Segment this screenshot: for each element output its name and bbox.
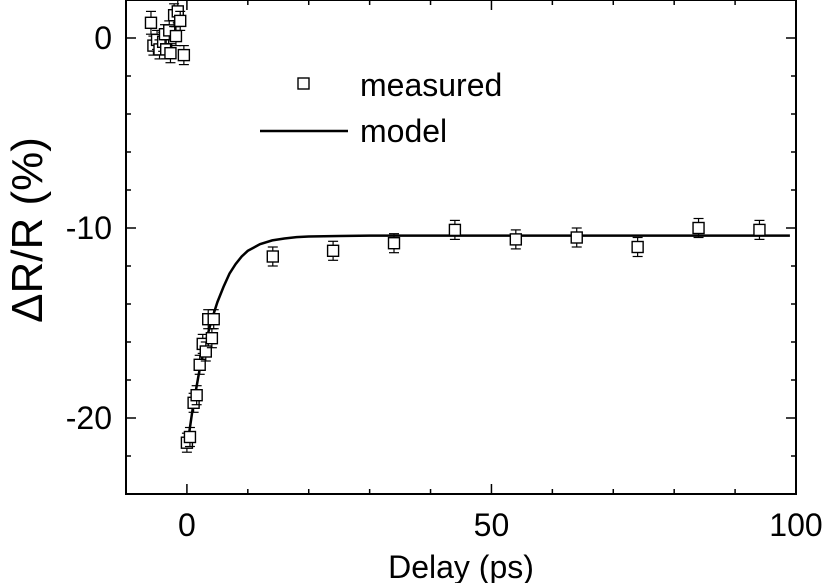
marker-square xyxy=(183,430,197,444)
legend-marker-measured xyxy=(297,77,310,90)
data-point xyxy=(177,44,191,66)
data-point xyxy=(205,328,219,349)
data-point xyxy=(692,217,705,239)
marker-square xyxy=(193,358,206,371)
data-point xyxy=(183,426,197,448)
data-point xyxy=(448,219,462,240)
x-tick-label: 0 xyxy=(178,507,196,543)
axis-ticks xyxy=(125,0,797,495)
marker-square xyxy=(692,221,705,235)
x-tick-label: 100 xyxy=(769,507,822,543)
x-axis-title: Delay (ps) xyxy=(388,549,534,583)
marker-square xyxy=(326,244,340,258)
x-tick-label: 50 xyxy=(474,507,510,543)
marker-square xyxy=(387,236,401,250)
data-point xyxy=(190,385,203,406)
marker-square xyxy=(509,233,523,246)
marker-square xyxy=(199,345,212,358)
model-line xyxy=(185,234,790,449)
marker-square xyxy=(190,389,203,402)
data-point xyxy=(207,309,220,330)
marker-square xyxy=(631,240,644,254)
legend: measured model xyxy=(260,67,502,149)
marker-square xyxy=(448,223,462,237)
data-point xyxy=(753,219,766,240)
legend-label-measured: measured xyxy=(360,67,502,103)
marker-square xyxy=(177,48,191,62)
data-point xyxy=(570,227,583,248)
plot-frame xyxy=(125,0,797,495)
marker-square xyxy=(169,29,183,43)
data-point xyxy=(326,240,340,261)
marker-square xyxy=(144,16,158,29)
data-point xyxy=(193,354,206,375)
y-tick-label: -10 xyxy=(66,210,112,246)
measured-series xyxy=(144,0,766,453)
data-point xyxy=(509,229,523,250)
data-point xyxy=(164,43,177,64)
marker-square xyxy=(753,223,766,237)
data-point xyxy=(631,236,644,258)
y-tick-label: -20 xyxy=(66,400,112,436)
data-point xyxy=(266,246,279,267)
marker-square xyxy=(174,14,187,28)
y-tick-label: 0 xyxy=(94,20,112,56)
legend-label-model: model xyxy=(360,113,447,149)
tick-labels: 0 50 100 0 -10 -20 xyxy=(66,20,823,543)
marker-square xyxy=(207,313,220,326)
marker-square xyxy=(205,332,219,345)
marker-square xyxy=(266,250,279,263)
marker-square xyxy=(164,47,177,60)
model-series xyxy=(185,234,790,449)
data-point xyxy=(174,10,187,31)
marker-square xyxy=(570,231,583,244)
data-point xyxy=(387,233,401,254)
y-axis-title: ΔR/R (%) xyxy=(3,137,52,323)
data-point xyxy=(199,341,212,362)
